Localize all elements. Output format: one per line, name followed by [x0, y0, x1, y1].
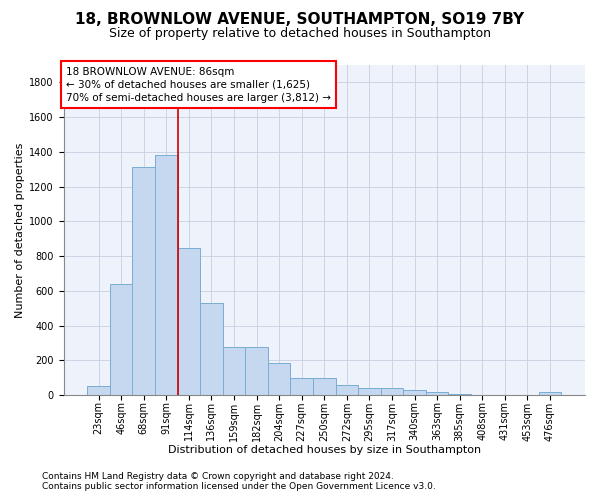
- Text: Contains HM Land Registry data © Crown copyright and database right 2024.: Contains HM Land Registry data © Crown c…: [42, 472, 394, 481]
- Bar: [87, 386, 110, 395]
- Bar: [268, 363, 290, 395]
- Y-axis label: Number of detached properties: Number of detached properties: [15, 142, 25, 318]
- Bar: [223, 348, 245, 395]
- Text: 18, BROWNLOW AVENUE, SOUTHAMPTON, SO19 7BY: 18, BROWNLOW AVENUE, SOUTHAMPTON, SO19 7…: [76, 12, 524, 28]
- Bar: [290, 378, 313, 395]
- Text: Size of property relative to detached houses in Southampton: Size of property relative to detached ho…: [109, 28, 491, 40]
- Bar: [403, 390, 426, 395]
- Bar: [448, 394, 471, 395]
- Bar: [539, 392, 561, 395]
- Bar: [335, 384, 358, 395]
- Bar: [155, 156, 178, 395]
- Bar: [178, 248, 200, 395]
- Text: 18 BROWNLOW AVENUE: 86sqm
← 30% of detached houses are smaller (1,625)
70% of se: 18 BROWNLOW AVENUE: 86sqm ← 30% of detac…: [66, 66, 331, 103]
- Bar: [245, 348, 268, 395]
- Bar: [426, 392, 448, 395]
- Bar: [380, 388, 403, 395]
- Bar: [133, 168, 155, 395]
- Bar: [313, 378, 335, 395]
- X-axis label: Distribution of detached houses by size in Southampton: Distribution of detached houses by size …: [167, 445, 481, 455]
- Bar: [200, 303, 223, 395]
- Text: Contains public sector information licensed under the Open Government Licence v3: Contains public sector information licen…: [42, 482, 436, 491]
- Bar: [110, 284, 133, 395]
- Bar: [358, 388, 380, 395]
